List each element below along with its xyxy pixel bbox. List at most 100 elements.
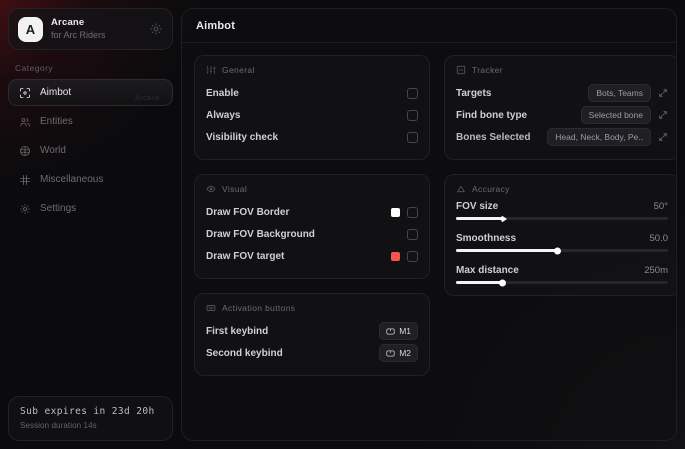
panel-tracker-header: Tracker [456,65,668,75]
row-draw-fov-border[interactable]: Draw FOV Border [206,201,418,223]
row-controls [391,206,418,218]
slider-label: Max distance [456,265,519,276]
subscription-status-card: Sub expires in 23d 20h Session duration … [8,396,173,441]
sidebar-item-world[interactable]: World [8,137,173,164]
brand-subtitle: for Arc Riders [51,29,106,40]
app-logo: A [18,16,43,42]
visibility-check-checkbox[interactable] [407,131,418,143]
panel-accuracy: Accuracy FOV size 50° [444,174,676,296]
row-find-bone-type[interactable]: Find bone type Selected bone [456,104,668,126]
row-label: Draw FOV target [206,250,285,262]
sidebar: A Arcane for Arc Riders Category Aimbot … [8,8,173,441]
left-column: General Enable Always [194,55,430,376]
panel-general: General Enable Always [194,55,430,160]
draw-fov-target-checkbox[interactable] [407,250,418,262]
draw-fov-border-checkbox[interactable] [407,206,418,218]
sidebar-spacer [8,224,173,396]
panel-general-header: General [206,65,418,75]
slider-value: 50.0 [649,233,669,244]
panel-title: Visual [222,184,248,194]
row-draw-fov-target[interactable]: Draw FOV target [206,245,418,267]
slider-handle[interactable] [500,214,507,223]
slider-handle[interactable] [554,247,562,254]
second-keybind-button[interactable]: M2 [379,344,418,362]
slider-max-distance[interactable]: Max distance 250m [456,265,668,286]
panel-accuracy-header: Accuracy [456,184,668,194]
mouse-icon [386,328,395,334]
content-area: Aimbot General Enable [181,8,677,441]
brand-text: Arcane for Arc Riders [51,16,141,40]
row-controls: Bots, Teams [588,84,668,102]
slider-value: 250m [644,265,668,276]
row-enable[interactable]: Enable [206,82,418,104]
row-controls [407,87,418,99]
panel-activation-buttons: Activation buttons First keybind M1 [194,293,430,376]
page-title: Aimbot [196,19,236,32]
expand-icon[interactable] [658,132,668,142]
grid-icon [20,174,30,185]
slider-handle[interactable] [499,279,507,286]
row-label: First keybind [206,325,269,337]
row-draw-fov-background[interactable]: Draw FOV Background [206,223,418,245]
panel-tracker: Tracker Targets Bots, Teams Find bone ty… [444,55,676,160]
targets-dropdown[interactable]: Bots, Teams [588,84,651,102]
right-column: Tracker Targets Bots, Teams Find bone ty… [444,55,676,296]
sidebar-item-settings[interactable]: Settings [8,195,173,222]
people-icon [20,117,30,126]
bones-selected-dropdown[interactable]: Head, Neck, Body, Pe.. [547,128,651,146]
slider-track[interactable] [456,279,668,286]
row-label: Draw FOV Border [206,206,290,218]
sidebar-item-label: Aimbot [40,87,72,98]
sidebar-item-label: Settings [40,203,77,214]
find-bone-type-dropdown[interactable]: Selected bone [580,106,651,124]
sidebar-item-miscellaneous[interactable]: Miscellaneous [8,166,173,193]
panel-title: Accuracy [472,184,510,194]
row-visibility-check[interactable]: Visibility check [206,126,418,148]
row-label: Always [206,109,241,121]
always-checkbox[interactable] [407,109,418,121]
panel-visual: Visual Draw FOV Border Draw FOV Backgrou… [194,174,430,279]
row-label: Bones Selected [456,131,531,143]
expand-icon[interactable] [658,110,668,120]
slider-header: Max distance 250m [456,265,668,276]
mouse-icon [386,350,395,356]
slider-track[interactable] [456,247,668,254]
row-always[interactable]: Always [206,104,418,126]
slider-smoothness[interactable]: Smoothness 50.0 [456,233,669,254]
row-label: Draw FOV Background [206,228,315,240]
gear-icon [20,203,30,214]
slider-track[interactable] [456,214,668,223]
panel-visual-header: Visual [206,184,418,194]
row-second-keybind[interactable]: Second keybind M2 [206,342,418,364]
row-bones-selected[interactable]: Bones Selected Head, Neck, Body, Pe.. [456,126,668,148]
row-targets[interactable]: Targets Bots, Teams [456,82,668,104]
sidebar-item-aimbot[interactable]: Aimbot Arcane [8,79,173,106]
brand-card[interactable]: A Arcane for Arc Riders [8,8,173,50]
slider-label: FOV size [456,201,499,212]
row-label: Targets [456,87,492,99]
first-keybind-button[interactable]: M1 [379,322,418,340]
slider-label: Smoothness [456,233,517,244]
brand-name: Arcane [51,16,85,28]
panel-activation-header: Activation buttons [206,303,418,313]
row-first-keybind[interactable]: First keybind M1 [206,320,418,342]
keyboard-icon [206,305,216,311]
slider-fov-size[interactable]: FOV size 50° [456,201,668,223]
panel-title: Tracker [472,65,503,75]
panel-title: General [222,65,255,75]
sidebar-item-entities[interactable]: Entities [8,108,173,135]
slider-value: 50° [653,201,668,212]
enable-checkbox[interactable] [407,87,418,99]
fov-border-color-swatch[interactable] [391,207,400,217]
gear-icon[interactable] [149,22,163,36]
fov-target-color-swatch[interactable] [391,251,400,261]
session-duration-text: Session duration 14s [20,421,97,430]
target-box-icon [456,65,466,75]
draw-fov-background-checkbox[interactable] [407,228,418,240]
crosshair-icon [20,87,30,98]
sidebar-item-badge: Arcane [134,95,160,102]
expand-icon[interactable] [658,88,668,98]
slider-fill [456,249,558,252]
eye-icon [206,186,216,192]
